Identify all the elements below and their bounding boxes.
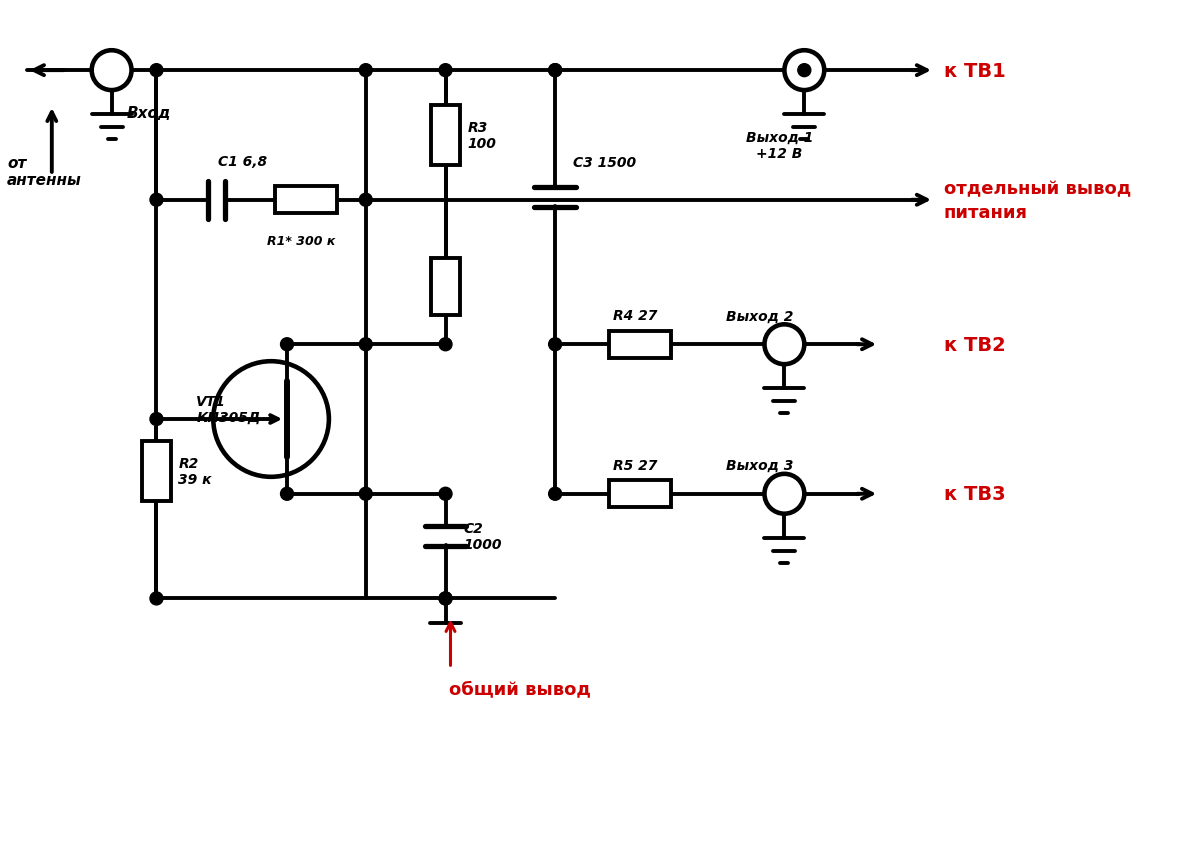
Circle shape: [150, 65, 163, 78]
Circle shape: [150, 413, 163, 426]
Text: Выход 3: Выход 3: [726, 458, 793, 473]
Text: к ТВ3: к ТВ3: [944, 484, 1006, 504]
Circle shape: [548, 65, 562, 78]
Circle shape: [439, 592, 452, 605]
Text: C1 6,8: C1 6,8: [218, 154, 268, 169]
Circle shape: [359, 338, 372, 351]
Circle shape: [439, 488, 452, 500]
Text: R1* 300 к: R1* 300 к: [266, 235, 335, 247]
Bar: [275, 187, 337, 214]
Text: R2
39 к: R2 39 к: [179, 457, 212, 486]
Circle shape: [150, 592, 163, 605]
Circle shape: [439, 338, 452, 351]
Circle shape: [548, 65, 562, 78]
Text: Выход 2: Выход 2: [726, 309, 793, 323]
Text: к ТВ1: к ТВ1: [944, 62, 1006, 80]
Circle shape: [439, 592, 452, 605]
Text: Выход 1
+12 В: Выход 1 +12 В: [745, 131, 814, 161]
Circle shape: [359, 488, 372, 500]
Circle shape: [548, 488, 562, 500]
Circle shape: [359, 194, 372, 207]
Text: от
антенны: от антенны: [7, 155, 82, 188]
Text: отдельный вывод
питания: отдельный вывод питания: [944, 180, 1132, 221]
Text: к ТВ2: к ТВ2: [944, 335, 1006, 354]
Text: C3 1500: C3 1500: [574, 156, 636, 170]
Text: C2
1000: C2 1000: [463, 522, 502, 552]
Bar: [608, 481, 671, 507]
Text: общий вывод: общий вывод: [449, 679, 592, 697]
Text: VT1
КП305Д: VT1 КП305Д: [197, 394, 260, 425]
Bar: [431, 258, 461, 316]
Text: R4 27: R4 27: [613, 309, 658, 323]
Text: R3
100: R3 100: [468, 121, 497, 151]
Circle shape: [150, 194, 163, 207]
Circle shape: [281, 488, 294, 500]
Circle shape: [439, 65, 452, 78]
Bar: [142, 441, 172, 501]
Circle shape: [548, 338, 562, 351]
Text: Вход: Вход: [126, 106, 170, 121]
Bar: [608, 332, 671, 359]
Circle shape: [798, 65, 811, 78]
Circle shape: [359, 65, 372, 78]
Bar: [431, 106, 461, 165]
Circle shape: [281, 338, 294, 351]
Text: R5 27: R5 27: [613, 458, 658, 473]
